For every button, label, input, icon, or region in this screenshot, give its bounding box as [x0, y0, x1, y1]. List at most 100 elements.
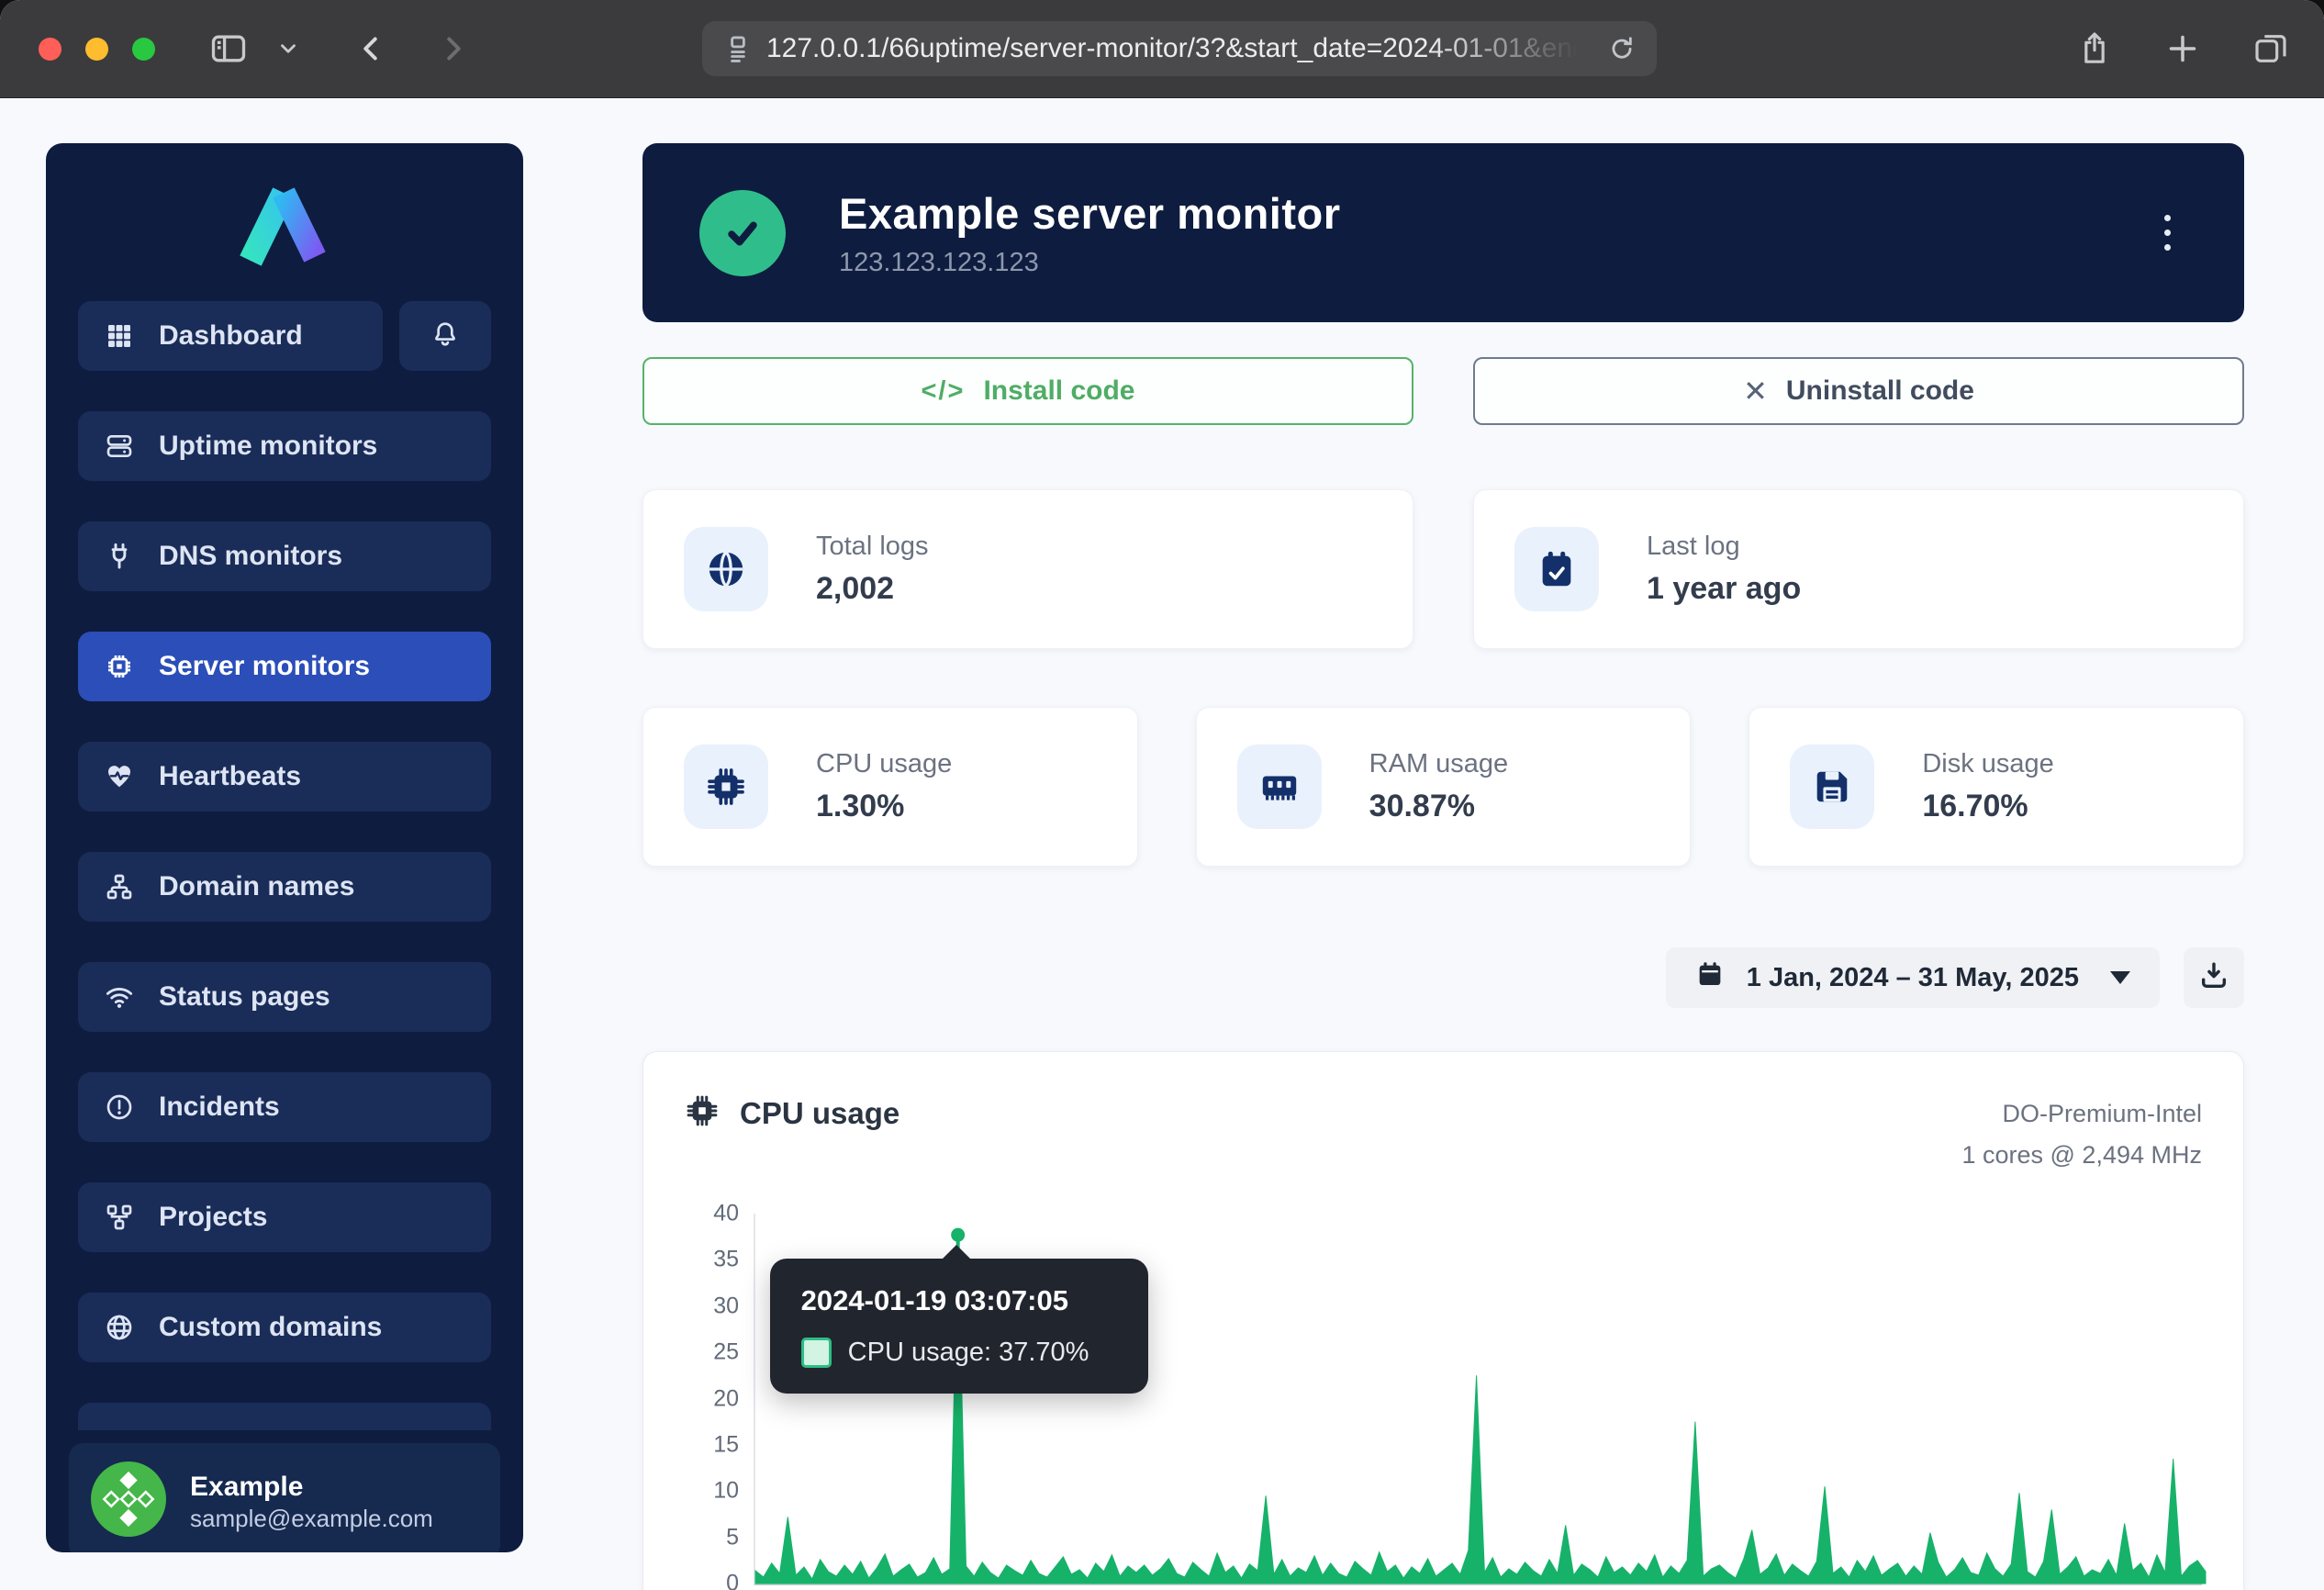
server-plan-label: DO-Premium-Intel	[1961, 1093, 2202, 1135]
cpu-icon	[684, 745, 768, 829]
x-axis-labels: 2024-01-162024-02-042024-03-052024-04-04…	[754, 1585, 2202, 1590]
zoom-window-button[interactable]	[132, 38, 155, 61]
y-tick-label: 40	[713, 1201, 739, 1227]
cpu-usage-plot[interactable]: 2024-01-19 03:07:05 CPU usage: 37.70%	[754, 1214, 2202, 1585]
stat-card-ram-usage: RAM usage 30.87%	[1196, 707, 1692, 867]
download-icon	[2198, 960, 2229, 996]
chart-title: CPU usage	[740, 1096, 899, 1131]
tab-overview-icon[interactable]	[2252, 30, 2289, 67]
user-email: sample@example.com	[190, 1505, 433, 1533]
sidebar-item-domain-names[interactable]: Domain names	[78, 852, 491, 922]
sidebar-item-dashboard[interactable]: Dashboard	[78, 301, 383, 371]
heart-pulse-icon	[104, 762, 135, 791]
sidebar-item-label: Server monitors	[159, 651, 370, 682]
alert-circle-icon	[104, 1092, 135, 1122]
date-range-label: 1 Jan, 2024 – 31 May, 2025	[1747, 963, 2079, 993]
area-chart	[755, 1214, 2206, 1584]
stat-label: Last log	[1647, 532, 1801, 562]
reload-icon[interactable]	[1607, 34, 1637, 63]
y-tick-label: 15	[713, 1431, 739, 1458]
sidebar-item-label: Custom domains	[159, 1312, 382, 1343]
stat-card-cpu-usage: CPU usage 1.30%	[642, 707, 1138, 867]
sidebar-item-label: Domain names	[159, 871, 354, 902]
sidebar-item-label: Status pages	[159, 981, 330, 1013]
sidebar-item-label: Uptime monitors	[159, 431, 377, 462]
sidebar-item-heartbeats[interactable]: Heartbeats	[78, 742, 491, 812]
plug-icon	[104, 542, 135, 571]
app-logo[interactable]	[78, 163, 491, 301]
avatar	[91, 1461, 166, 1541]
server-specs-label: 1 cores @ 2,494 MHz	[1961, 1135, 2202, 1176]
sidebar-item-partial[interactable]	[78, 1403, 491, 1430]
chevron-down-icon[interactable]	[276, 37, 300, 61]
y-tick-label: 10	[713, 1478, 739, 1505]
network-icon	[104, 1203, 135, 1232]
traffic-lights	[39, 38, 155, 61]
notifications-button[interactable]	[399, 301, 491, 371]
user-card[interactable]: Example sample@example.com	[69, 1443, 500, 1552]
page-title: Example server monitor	[839, 188, 1341, 239]
cpu-usage-chart-card: CPU usage DO-Premium-Intel 1 cores @ 2,4…	[642, 1051, 2244, 1590]
cpu-icon	[685, 1093, 720, 1133]
sidebar-item-label: DNS monitors	[159, 541, 342, 572]
sidebar-item-status-pages[interactable]: Status pages	[78, 962, 491, 1032]
date-range-picker[interactable]: 1 Jan, 2024 – 31 May, 2025	[1666, 947, 2160, 1008]
y-tick-label: 35	[713, 1247, 739, 1273]
stat-value: 1.30%	[816, 789, 952, 824]
sidebar-item-dns-monitors[interactable]: DNS monitors	[78, 521, 491, 591]
stat-value: 30.87%	[1369, 789, 1509, 824]
y-axis-labels: 0510152025303540	[685, 1214, 754, 1584]
page-settings-icon[interactable]	[722, 33, 754, 64]
kebab-menu-icon[interactable]	[2155, 206, 2180, 260]
server-stack-icon	[104, 431, 135, 461]
close-window-button[interactable]	[39, 38, 61, 61]
uninstall-code-button[interactable]: ✕ Uninstall code	[1473, 357, 2244, 425]
sidebar-item-label: Dashboard	[159, 320, 303, 352]
sidebar-item-label: Incidents	[159, 1092, 280, 1123]
sidebar-item-projects[interactable]: Projects	[78, 1182, 491, 1252]
stat-label: RAM usage	[1369, 749, 1509, 779]
ram-icon	[1237, 745, 1322, 829]
bell-icon	[430, 319, 460, 353]
browser-window: 127.0.0.1/66uptime/server-monitor/3?&sta…	[0, 0, 2324, 1590]
forward-button[interactable]	[436, 32, 469, 65]
code-icon: </>	[922, 376, 966, 407]
y-tick-label: 5	[726, 1524, 739, 1551]
globe-icon	[104, 1313, 135, 1342]
monitor-header-card: Example server monitor 123.123.123.123	[642, 143, 2244, 322]
minimize-window-button[interactable]	[85, 38, 108, 61]
sidebar-item-incidents[interactable]: Incidents	[78, 1072, 491, 1142]
monitor-ip: 123.123.123.123	[839, 248, 1341, 278]
sidebar: Dashboard	[46, 143, 523, 1552]
y-tick-label: 30	[713, 1293, 739, 1319]
floppy-disk-icon	[1790, 745, 1874, 829]
stat-card-disk-usage: Disk usage 16.70%	[1749, 707, 2244, 867]
y-tick-label: 25	[713, 1339, 739, 1366]
x-icon: ✕	[1743, 374, 1768, 409]
globe-icon	[684, 527, 768, 611]
sidebar-item-custom-domains[interactable]: Custom domains	[78, 1293, 491, 1362]
share-icon[interactable]	[2076, 30, 2113, 67]
sidebar-item-uptime-monitors[interactable]: Uptime monitors	[78, 411, 491, 481]
wifi-icon	[104, 982, 135, 1012]
sidebar-item-server-monitors[interactable]: Server monitors	[78, 632, 491, 701]
back-button[interactable]	[355, 32, 388, 65]
stat-value: 2,002	[816, 571, 929, 607]
status-up-icon	[699, 190, 786, 276]
sidebar-toggle-icon[interactable]	[208, 28, 249, 69]
download-button[interactable]	[2184, 947, 2244, 1008]
stat-label: Total logs	[816, 532, 929, 562]
stat-label: Disk usage	[1922, 749, 2053, 779]
url-text: 127.0.0.1/66uptime/server-monitor/3?&sta…	[766, 33, 1594, 64]
calendar-check-icon	[1514, 527, 1599, 611]
stat-card-total-logs: Total logs 2,002	[642, 489, 1413, 649]
user-name: Example	[190, 1470, 433, 1505]
caret-down-icon	[2110, 971, 2130, 984]
install-code-button[interactable]: </> Install code	[642, 357, 1413, 425]
address-bar[interactable]: 127.0.0.1/66uptime/server-monitor/3?&sta…	[702, 21, 1657, 76]
y-tick-label: 20	[713, 1385, 739, 1412]
new-tab-icon[interactable]	[2164, 30, 2201, 67]
main-content: Example server monitor 123.123.123.123 <…	[642, 98, 2244, 1590]
stat-card-last-log: Last log 1 year ago	[1473, 489, 2244, 649]
data-point-marker[interactable]	[951, 1228, 965, 1242]
